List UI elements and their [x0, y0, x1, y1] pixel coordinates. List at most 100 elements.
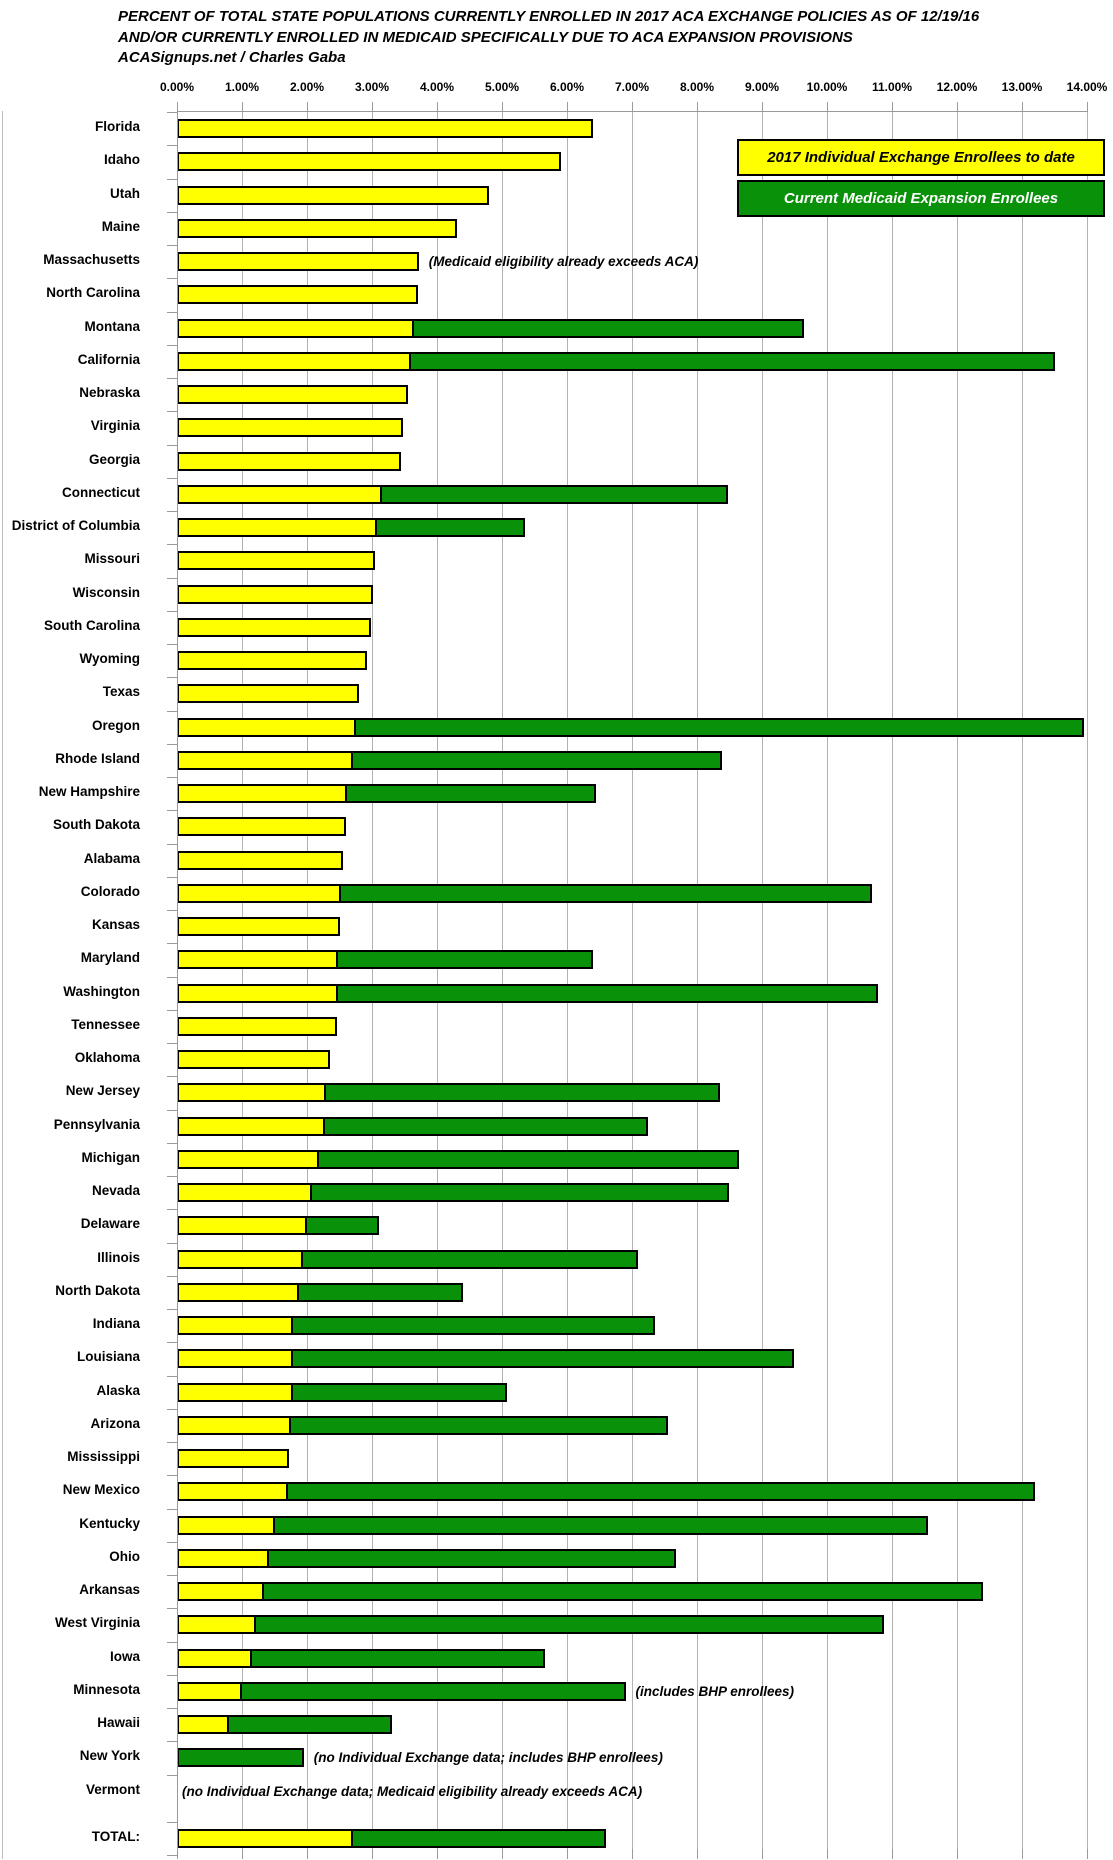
state-label: Rhode Island: [55, 750, 140, 766]
exchange-bar-segment: [177, 351, 411, 371]
bar-group: [177, 218, 457, 238]
x-axis-bottom-tick: [372, 1849, 373, 1859]
x-axis-bottom-tick: [1022, 1849, 1023, 1859]
bar-group: [177, 651, 368, 670]
state-label: South Carolina: [43, 617, 140, 633]
x-axis-bottom-tick: [697, 1849, 698, 1859]
exchange-bar-segment: [177, 185, 489, 205]
bar-group: [177, 817, 346, 837]
gridline: [242, 111, 243, 1849]
bar-group: [177, 950, 593, 970]
exchange-bar-segment: [177, 451, 402, 471]
gridline: [567, 111, 568, 1849]
category-axis-tick: [167, 777, 177, 778]
state-label: New York: [79, 1748, 140, 1764]
category-axis-tick: [167, 477, 177, 479]
medicaid-bar-segment: [323, 1083, 720, 1103]
category-axis-tick: [167, 411, 177, 413]
bar-row: Alaska: [0, 1376, 1113, 1409]
x-axis-top-tick: [1087, 102, 1088, 111]
bar-group: [177, 1515, 928, 1535]
bar-row: Washington: [0, 977, 1113, 1010]
medicaid-bar-segment: [227, 1715, 392, 1734]
category-axis-tick: [167, 1674, 177, 1676]
medicaid-bar-segment: [285, 1482, 1035, 1502]
gridline: [697, 111, 698, 1849]
exchange-bar-segment: [177, 1282, 300, 1302]
x-axis-tick-label: 3.00%: [354, 80, 390, 94]
bar-group: [177, 185, 489, 205]
x-axis-top-tick: [502, 102, 503, 111]
state-label: Ohio: [109, 1548, 140, 1564]
bar-row: Colorado: [0, 877, 1113, 910]
legend-exchange-label: 2017 Individual Exchange Enrollees to da…: [767, 149, 1075, 166]
x-axis-top-tick: [242, 102, 243, 111]
x-axis-bottom-tick: [957, 1849, 958, 1859]
bar-group: [177, 285, 418, 305]
state-label: Montana: [84, 318, 141, 334]
category-axis-tick: [167, 710, 177, 712]
state-label: Maine: [101, 218, 140, 234]
medicaid-bar-segment: [350, 1828, 606, 1848]
exchange-bar-segment: [177, 750, 353, 770]
bar-group: [177, 418, 404, 438]
category-axis-tick: [167, 976, 177, 978]
exchange-bar-segment: [177, 418, 404, 438]
medicaid-bar-segment: [374, 518, 525, 537]
gridline: [632, 111, 633, 1849]
gridline: [502, 111, 503, 1849]
category-axis-tick: [167, 1708, 177, 1709]
state-label: Nebraska: [79, 385, 140, 400]
category-axis-tick: [167, 1275, 177, 1277]
x-axis-top-tick: [892, 102, 893, 111]
row-annotation: (no Individual Exchange data; Medicaid e…: [182, 1783, 643, 1799]
exchange-bar-segment: [177, 1615, 257, 1635]
bar-row: New Jersey: [0, 1076, 1113, 1109]
category-axis-tick: [167, 378, 177, 379]
bar-row: Tennessee: [0, 1010, 1113, 1043]
bar-row: South Carolina: [0, 611, 1113, 644]
category-axis-tick: [167, 1575, 177, 1576]
x-axis-top-tick: [437, 102, 438, 111]
bar-row: Minnesota (includes BHP enrollees): [0, 1675, 1113, 1708]
state-label: Mississippi: [67, 1449, 140, 1464]
exchange-bar-segment: [177, 651, 368, 670]
bar-row: South Dakota: [0, 810, 1113, 843]
state-label: Alaska: [96, 1382, 140, 1398]
bar-group: [177, 1316, 655, 1335]
x-axis-tick-label: 9.00%: [744, 80, 780, 94]
bar-row: Hawaii: [0, 1708, 1113, 1741]
category-axis-tick: [167, 810, 177, 812]
bar-row: Illinois: [0, 1243, 1113, 1276]
medicaid-bar-segment: [297, 1282, 463, 1302]
state-label: Massachusetts: [43, 252, 140, 267]
bar-group: [177, 551, 376, 571]
x-axis-tick-label: 14.00%: [1066, 80, 1108, 94]
state-label: Alabama: [83, 850, 140, 866]
state-label: Hawaii: [97, 1715, 140, 1730]
exchange-bar-segment: [177, 218, 457, 238]
exchange-bar-segment: [177, 1016, 337, 1036]
x-axis-line: [177, 111, 1088, 112]
state-label: Iowa: [109, 1648, 140, 1664]
bar-group: [177, 484, 729, 504]
state-label: Minnesota: [73, 1681, 140, 1697]
category-axis-tick: [167, 1774, 177, 1776]
bar-group: [177, 1449, 290, 1468]
category-axis-tick: [167, 211, 177, 213]
bar-row-total: TOTAL:: [0, 1822, 1113, 1855]
medicaid-bar-segment: [305, 1216, 379, 1236]
state-label: New Mexico: [62, 1482, 140, 1498]
medicaid-bar-segment: [350, 750, 722, 770]
bar-row: New Hampshire: [0, 777, 1113, 810]
x-axis-bottom-tick: [762, 1849, 763, 1859]
state-label: Illinois: [97, 1249, 140, 1265]
bar-row: Missouri: [0, 544, 1113, 577]
category-axis-tick: [167, 1142, 177, 1144]
state-label: Kentucky: [79, 1515, 140, 1531]
category-axis-tick: [167, 1475, 177, 1477]
gridline: [1022, 111, 1023, 1849]
medicaid-bar-segment: [267, 1548, 676, 1568]
